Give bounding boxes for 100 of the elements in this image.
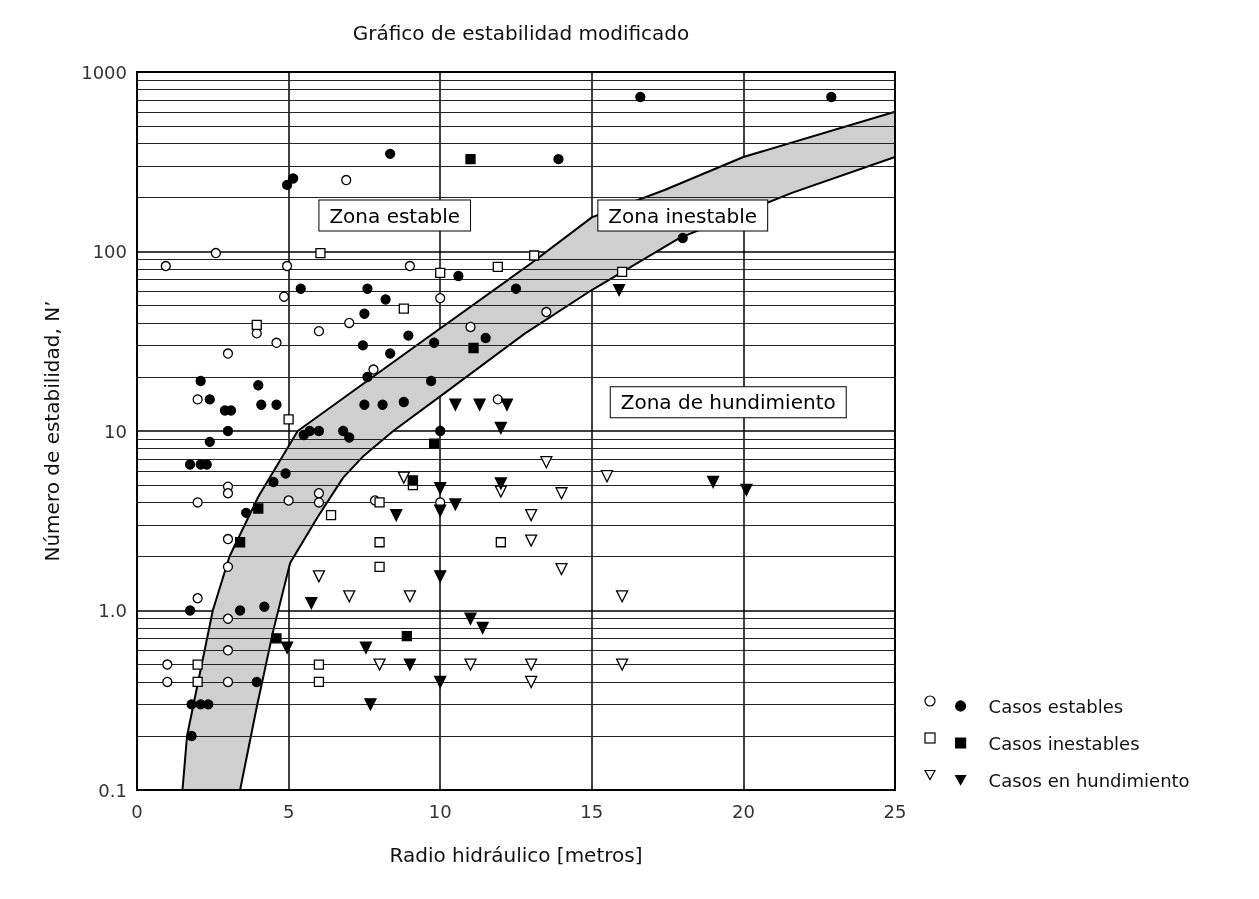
point <box>280 468 291 479</box>
point <box>616 266 628 278</box>
point <box>271 633 282 644</box>
point <box>449 498 462 511</box>
point <box>344 432 355 443</box>
point <box>555 562 568 576</box>
point <box>465 153 476 165</box>
point <box>600 470 614 483</box>
y-tick-label: 10 <box>104 420 127 442</box>
point <box>268 476 279 488</box>
point <box>222 425 234 437</box>
point <box>635 91 646 103</box>
legend-label: Casos en hundimiento <box>988 769 1190 791</box>
point <box>525 508 538 522</box>
point <box>251 319 262 331</box>
point <box>283 495 294 506</box>
point <box>234 605 246 616</box>
point <box>403 330 414 341</box>
point <box>677 232 688 244</box>
point <box>403 590 417 603</box>
point <box>204 436 215 447</box>
x-tick-label: 25 <box>883 800 907 822</box>
point <box>251 676 262 688</box>
point <box>525 675 538 689</box>
point <box>374 561 385 573</box>
point <box>385 148 396 159</box>
point <box>434 675 447 689</box>
annotation: Zona de hundimiento <box>620 390 836 415</box>
point <box>222 348 234 359</box>
point <box>338 425 349 437</box>
point <box>468 342 479 354</box>
y-tick-label: 1000 <box>81 61 127 83</box>
annotation: Zona inestable <box>608 203 758 228</box>
point <box>184 605 196 616</box>
point <box>706 475 720 489</box>
y-tick-label: 100 <box>92 241 127 262</box>
point <box>434 482 447 495</box>
point <box>364 698 377 711</box>
point <box>253 380 264 391</box>
legend-label: Casos estables <box>988 695 1124 717</box>
point <box>313 659 325 670</box>
x-tick-label: 0 <box>131 800 143 822</box>
point <box>222 561 234 573</box>
point <box>429 337 440 348</box>
point <box>525 658 538 671</box>
point <box>312 570 326 583</box>
point <box>398 396 409 408</box>
point <box>380 294 391 305</box>
point <box>453 270 464 282</box>
point <box>295 283 306 294</box>
point <box>210 247 221 259</box>
point <box>313 676 325 688</box>
point <box>325 509 337 521</box>
x-axis-title: Radio hidráulico [metros] <box>389 843 643 867</box>
point <box>740 483 753 497</box>
point <box>541 306 552 318</box>
point <box>313 425 325 437</box>
point <box>374 497 385 508</box>
point <box>464 658 477 671</box>
point <box>510 283 522 294</box>
point <box>313 497 325 508</box>
y-tick-label: 0.1 <box>98 779 127 801</box>
point <box>425 375 437 387</box>
point <box>256 399 267 410</box>
point <box>390 508 403 522</box>
point <box>615 658 629 671</box>
point <box>401 630 412 642</box>
point <box>480 332 491 344</box>
point <box>259 601 270 612</box>
point <box>435 267 446 279</box>
x-tick-label: 20 <box>731 800 755 822</box>
point <box>222 645 234 656</box>
point <box>253 503 264 514</box>
point <box>435 292 446 304</box>
point <box>529 250 540 261</box>
point <box>553 153 564 165</box>
x-tick-label: 5 <box>282 800 295 822</box>
point <box>465 321 476 333</box>
point <box>288 173 299 184</box>
point <box>435 425 446 437</box>
point <box>343 590 356 603</box>
point <box>271 399 282 410</box>
point <box>362 283 373 294</box>
point <box>495 537 506 548</box>
point <box>449 398 462 411</box>
point <box>222 676 234 688</box>
point <box>315 247 326 259</box>
point <box>555 487 568 500</box>
point <box>184 459 196 470</box>
point <box>162 659 173 670</box>
y-tick-label: 1.0 <box>98 600 127 621</box>
point <box>434 504 447 517</box>
point <box>407 475 419 486</box>
point <box>186 730 197 742</box>
point <box>359 641 373 654</box>
x-tick-label: 15 <box>580 800 604 822</box>
point <box>525 534 538 547</box>
legend-label: Casos inestables <box>988 732 1140 754</box>
y-axis-title: Número de estabilidad, N’ <box>40 300 64 562</box>
point <box>373 658 386 671</box>
